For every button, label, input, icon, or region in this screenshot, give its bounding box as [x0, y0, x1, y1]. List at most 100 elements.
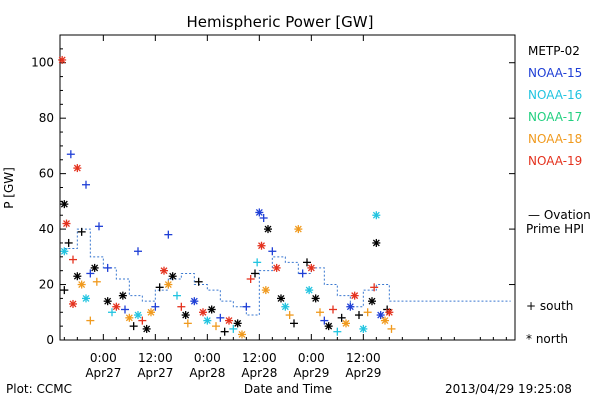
legend-entry-noaa-18: NOAA-18 — [528, 132, 582, 146]
north-point-metp-02 — [168, 272, 177, 281]
north-point-metp-02 — [90, 263, 99, 272]
south-point-noaa-15 — [216, 313, 225, 322]
north-point-noaa-19 — [112, 302, 121, 311]
north-point-noaa-15 — [346, 302, 355, 311]
north-point-metp-02 — [311, 294, 320, 303]
south-point-noaa-15 — [298, 269, 307, 278]
north-point-noaa-19 — [160, 266, 168, 275]
north-point-noaa-16 — [134, 311, 142, 320]
x-tick-label-date: Apr29 — [293, 366, 329, 380]
north-point-noaa-18 — [342, 319, 350, 328]
south-point-noaa-18 — [316, 308, 324, 317]
north-point-noaa-18 — [381, 316, 389, 325]
north-point-metp-02 — [118, 291, 127, 300]
legend-entry-noaa-16: NOAA-16 — [528, 88, 582, 102]
marker-legend-south: + south — [526, 299, 573, 313]
north-point-noaa-16 — [305, 286, 314, 295]
north-point-noaa-18 — [125, 313, 134, 322]
north-point-noaa-18 — [147, 308, 155, 317]
legend-entry-noaa-19: NOAA-19 — [528, 154, 582, 168]
south-point-metp-02 — [355, 311, 363, 320]
x-tick-label-time: 0:00 — [90, 351, 117, 365]
north-point-noaa-19 — [350, 291, 359, 300]
south-point-metp-02 — [155, 283, 164, 292]
north-point-noaa-16 — [281, 302, 290, 311]
north-point-metp-02 — [372, 238, 381, 247]
south-point-noaa-15 — [134, 247, 142, 256]
south-point-noaa-15 — [121, 305, 129, 314]
ovation-label-1: — Ovation — [528, 208, 591, 222]
x-tick-label-date: Apr29 — [345, 366, 381, 380]
north-point-noaa-16 — [82, 294, 90, 303]
south-point-noaa-15 — [66, 150, 75, 159]
south-point-metp-02 — [129, 322, 138, 331]
south-point-metp-02 — [194, 277, 203, 286]
north-point-noaa-19 — [385, 308, 394, 317]
legend-entry-noaa-15: NOAA-15 — [528, 66, 582, 80]
north-point-noaa-18 — [261, 286, 270, 295]
north-point-noaa-19 — [257, 241, 266, 250]
south-point-metp-02 — [337, 313, 346, 322]
north-point-noaa-16 — [372, 211, 381, 220]
x-tick-label-time: 0:00 — [298, 351, 325, 365]
south-point-noaa-19 — [329, 305, 337, 314]
plot-credit: Plot: CCMC — [6, 382, 72, 396]
south-point-noaa-18 — [183, 319, 192, 328]
y-tick-label: 80 — [39, 111, 54, 125]
south-point-noaa-18 — [363, 308, 372, 317]
x-axis: 0:00Apr2712:00Apr270:00Apr2812:00Apr280:… — [63, 35, 507, 380]
north-point-metp-02 — [142, 324, 151, 333]
south-point-metp-02 — [290, 319, 298, 328]
south-point-noaa-15 — [259, 214, 268, 222]
south-point-noaa-15 — [82, 180, 90, 189]
north-point-noaa-19 — [307, 263, 316, 272]
south-point-metp-02 — [60, 286, 69, 295]
x-tick-label-date: Apr27 — [137, 366, 173, 380]
north-point-noaa-19 — [62, 219, 71, 228]
north-point-noaa-19 — [58, 55, 67, 64]
south-point-noaa-18 — [212, 322, 220, 331]
south-point-noaa-16 — [108, 308, 116, 317]
north-point-metp-02 — [324, 322, 333, 331]
south-point-noaa-16 — [253, 258, 262, 267]
south-point-metp-02 — [220, 327, 229, 336]
south-point-noaa-18 — [387, 324, 396, 333]
south-point-noaa-16 — [333, 327, 342, 336]
data-points — [58, 55, 396, 339]
south-point-noaa-18 — [92, 277, 101, 286]
north-point-metp-02 — [181, 311, 190, 320]
south-point-noaa-18 — [86, 316, 95, 325]
y-tick-label: 0 — [46, 333, 54, 347]
marker-legend-north: * north — [526, 332, 568, 346]
y-tick-label: 100 — [31, 56, 54, 70]
south-point-metp-02 — [77, 227, 86, 236]
north-point-noaa-18 — [77, 280, 86, 289]
north-point-noaa-19 — [225, 316, 233, 325]
south-point-noaa-19 — [370, 283, 379, 292]
north-point-metp-02 — [233, 319, 242, 328]
south-point-noaa-15 — [95, 222, 103, 231]
north-point-noaa-18 — [238, 330, 246, 339]
south-point-noaa-16 — [229, 324, 238, 333]
plot-timestamp: 2013/04/29 19:25:08 — [445, 382, 572, 396]
x-tick-label-date: Apr28 — [189, 366, 225, 380]
north-point-noaa-16 — [203, 316, 212, 325]
north-point-metp-02 — [264, 225, 272, 234]
south-point-noaa-15 — [164, 230, 173, 239]
south-point-noaa-16 — [173, 291, 181, 300]
x-tick-label-time: 12:00 — [242, 351, 277, 365]
ovation-hpi-line — [64, 228, 511, 316]
north-point-noaa-19 — [199, 308, 207, 317]
north-point-noaa-19 — [73, 164, 82, 173]
north-point-metp-02 — [103, 297, 112, 306]
south-point-metp-02 — [303, 258, 311, 267]
north-point-metp-02 — [368, 297, 376, 306]
south-point-noaa-19 — [138, 316, 147, 325]
plot-frame — [59, 34, 516, 341]
south-point-noaa-15 — [151, 302, 160, 311]
ovation-label-2: Prime HPI — [526, 222, 584, 236]
north-point-metp-02 — [60, 200, 69, 209]
north-point-noaa-18 — [294, 225, 303, 234]
south-point-noaa-19 — [177, 302, 186, 311]
